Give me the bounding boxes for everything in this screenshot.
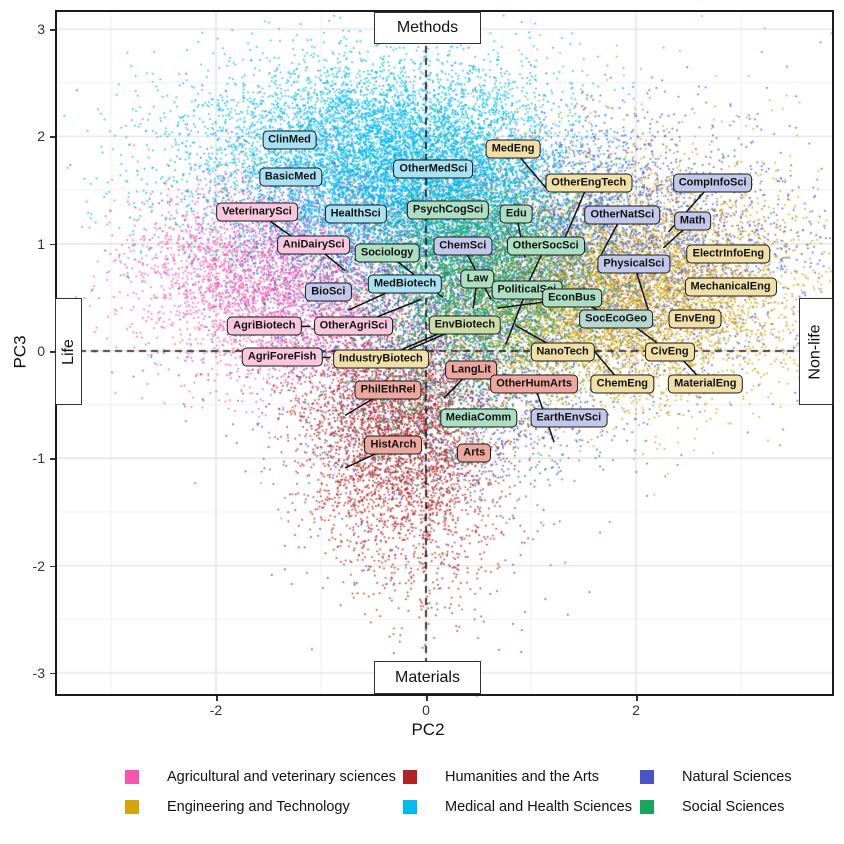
x-tick-mark <box>426 696 428 701</box>
legend-item: Engineering and Technology <box>125 799 350 815</box>
field-label-materialeng: MaterialEng <box>668 374 743 394</box>
legend-label: Natural Sciences <box>682 769 792 785</box>
field-label-healthsci: HealthSci <box>324 204 387 224</box>
quadrant-label-methods: Methods <box>396 19 459 36</box>
field-label-anidairysci: AniDairySci <box>276 235 351 255</box>
field-label-medeng: MedEng <box>485 139 541 159</box>
y-tick-label: -1 <box>32 450 45 467</box>
legend-item: Agricultural and veterinary sciences <box>125 769 396 785</box>
y-tick-label: 0 <box>37 343 45 359</box>
field-label-histarch: HistArch <box>364 435 423 455</box>
field-label-medbiotech: MedBiotech <box>367 274 443 294</box>
legend-swatch <box>403 800 417 814</box>
legend-swatch <box>640 770 654 784</box>
x-tick-label: 0 <box>422 702 430 718</box>
legend-item: Humanities and the Arts <box>403 769 599 785</box>
legend-label: Humanities and the Arts <box>445 769 599 785</box>
y-tick-label: 1 <box>37 235 45 252</box>
legend-swatch <box>125 800 139 814</box>
field-label-basicmed: BasicMed <box>258 167 323 187</box>
x-tick-label: -2 <box>209 702 223 718</box>
field-label-law: Law <box>460 269 495 289</box>
field-label-math: Math <box>673 211 712 231</box>
y-tick-mark <box>50 136 55 138</box>
quadrant-box-life: Life <box>55 298 82 405</box>
y-tick-label: 2 <box>37 128 45 145</box>
x-axis-title: PC2 <box>411 720 445 739</box>
quadrant-box-materials: Materials <box>374 661 481 694</box>
y-tick-mark <box>50 672 55 675</box>
field-label-edu: Edu <box>499 204 533 224</box>
legend-item: Social Sciences <box>640 799 784 815</box>
field-label-langlit: LangLit <box>445 360 497 380</box>
field-label-arts: Arts <box>457 443 492 463</box>
field-label-psychcogsci: PsychCogSci <box>406 200 490 220</box>
field-label-veterinarysci: VeterinarySci <box>216 202 298 221</box>
field-label-envbiotech: EnvBiotech <box>428 315 502 335</box>
x-tick-mark <box>636 696 638 701</box>
x-tick-mark <box>216 696 218 701</box>
field-label-econbus: EconBus <box>542 288 602 308</box>
field-label-othersocsci: OtherSocSci <box>506 236 585 256</box>
legend-label: Agricultural and veterinary sciences <box>167 769 396 785</box>
y-tick-mark <box>50 243 55 246</box>
field-label-clinmed: ClinMed <box>262 130 317 150</box>
x-tick-label: 2 <box>632 702 640 718</box>
quadrant-label-materials: Materials <box>395 668 460 686</box>
y-tick-label: 3 <box>37 21 45 38</box>
y-tick-label: -3 <box>32 664 45 681</box>
field-label-otherengtech: OtherEngTech <box>545 173 633 193</box>
legend-swatch <box>125 770 139 784</box>
legend-label: Engineering and Technology <box>167 799 350 815</box>
field-label-socecogeo: SocEcoGeo <box>579 309 653 329</box>
field-label-otherhumarts: OtherHumArts <box>490 374 579 394</box>
legend-swatch <box>403 770 417 784</box>
legend-label: Medical and Health Sciences <box>445 799 632 815</box>
field-label-othermedsci: OtherMedSci <box>393 159 474 179</box>
quadrant-label-life: Life <box>59 338 77 365</box>
field-label-agriforefish: AgriForeFish <box>241 347 323 367</box>
legend-swatch <box>640 800 654 814</box>
field-label-compinfosci: CompInfoSci <box>672 173 753 193</box>
legend-item: Natural Sciences <box>640 769 792 785</box>
quadrant-label-nonlife: Non-life <box>807 323 825 380</box>
field-label-physicalsci: PhysicalSci <box>597 254 671 274</box>
field-label-chemsci: ChemSci <box>433 236 493 256</box>
field-label-civeng: CivEng <box>644 342 695 362</box>
field-label-enveng: EnvEng <box>668 309 722 329</box>
legend-item: Medical and Health Sciences <box>403 799 632 815</box>
field-label-philethrel: PhilEthRel <box>354 380 422 400</box>
y-tick-mark <box>50 351 55 353</box>
legend-label: Social Sciences <box>682 799 785 815</box>
field-label-nanotech: NanoTech <box>530 342 595 362</box>
field-label-agribiotech: AgriBiotech <box>227 316 302 336</box>
field-label-mediacomm: MediaComm <box>439 408 518 428</box>
quadrant-box-methods: Methods <box>374 12 481 44</box>
y-tick-mark <box>50 565 55 568</box>
field-label-sociology: Sociology <box>354 243 420 263</box>
y-tick-mark <box>50 458 55 460</box>
y-axis-title: PC3 <box>10 335 30 369</box>
field-label-mechanicaleng: MechanicalEng <box>684 277 777 297</box>
field-label-otheragrisci: OtherAgriSci <box>313 316 394 336</box>
field-label-earthenvsci: EarthEnvSci <box>530 408 608 428</box>
field-label-biosci: BioSci <box>305 282 352 302</box>
plot-panel-border <box>55 10 834 696</box>
y-tick-mark <box>50 29 55 31</box>
field-label-industrybiotech: IndustryBiotech <box>332 349 429 368</box>
field-label-chemeng: ChemEng <box>590 374 655 394</box>
quadrant-box-nonlife: Non-life <box>799 298 833 405</box>
y-tick-label: -2 <box>32 557 45 574</box>
field-label-othernatsci: OtherNatSci <box>584 205 661 225</box>
field-label-electrinfoeng: ElectrInfoEng <box>686 244 771 264</box>
